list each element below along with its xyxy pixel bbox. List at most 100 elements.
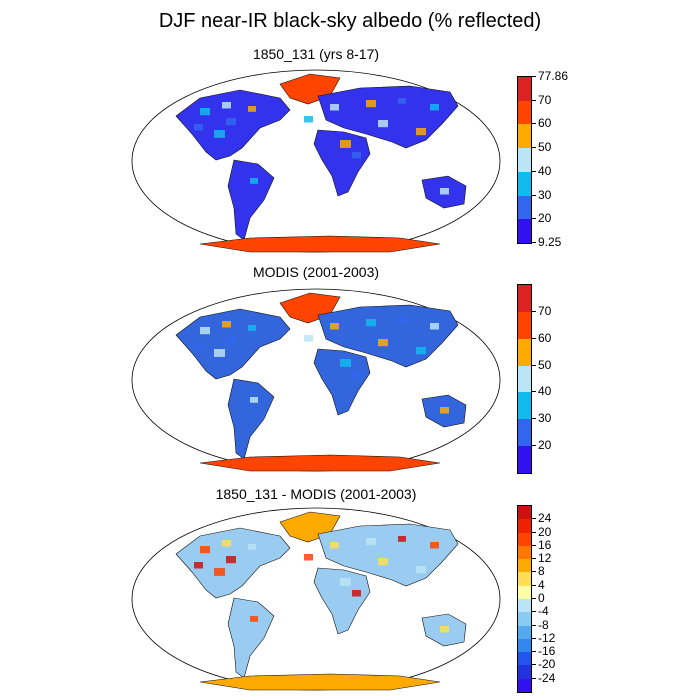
continent-south-america [227, 378, 275, 460]
albedo-cell [222, 102, 231, 109]
colorbar-model [517, 76, 532, 244]
colorbar-tick-label: 70 [531, 303, 552, 318]
albedo-cell [366, 100, 376, 108]
colorbar-segment [518, 100, 531, 125]
albedo-cell [330, 542, 339, 549]
continent-antarctica [199, 454, 441, 472]
colorbar-segment [518, 625, 531, 639]
colorbar-segment [518, 195, 531, 220]
continent-africa [313, 129, 371, 197]
colorbar-tick-label: -4 [532, 604, 549, 619]
albedo-cell [378, 339, 388, 347]
albedo-cell [398, 317, 406, 323]
albedo-cell [226, 556, 236, 564]
map-model-albedo [131, 69, 501, 253]
colorbar-tick-label: 50 [531, 140, 552, 155]
albedo-cell [226, 337, 236, 345]
colorbar-segment [518, 665, 531, 679]
colorbar-tick-label: 50 [531, 357, 552, 372]
continent-africa [313, 348, 371, 416]
colorbar-tick-label: 40 [531, 163, 552, 178]
colorbar-tick-label: 20 [531, 211, 552, 226]
albedo-cell [214, 568, 225, 576]
albedo-cell [340, 578, 351, 586]
colorbar-tick-label: 12 [531, 551, 552, 566]
colorbar-tick-label: 4 [532, 577, 545, 592]
map-modis-albedo [131, 288, 501, 472]
albedo-cell [250, 178, 258, 184]
albedo-cell [194, 562, 203, 569]
albedo-cell [250, 397, 258, 403]
albedo-cell [430, 542, 439, 549]
colorbar-segment [518, 311, 531, 339]
albedo-cell [352, 152, 361, 159]
continent-africa [313, 567, 371, 635]
colorbar-tick-label: -12 [531, 630, 556, 645]
colorbar-segment [518, 599, 531, 613]
albedo-cell [194, 343, 203, 350]
colorbar-segment [518, 545, 531, 560]
albedo-cell [304, 554, 313, 561]
albedo-cell [416, 566, 426, 574]
albedo-cell [330, 323, 339, 330]
albedo-cell [226, 118, 236, 126]
albedo-cell [352, 371, 361, 378]
continent-south-america [227, 159, 275, 241]
colorbar-segment [518, 171, 531, 196]
albedo-cell [248, 325, 256, 331]
colorbar-tick-label: -16 [531, 644, 556, 659]
albedo-cell [222, 540, 231, 547]
albedo-cell [222, 321, 231, 328]
albedo-cell [366, 319, 376, 327]
albedo-cell [200, 546, 210, 554]
albedo-cell [366, 538, 376, 546]
colorbar-segment [518, 652, 531, 666]
albedo-cell [214, 130, 225, 138]
colorbar-tick-label: 8 [532, 564, 545, 579]
albedo-cell [398, 536, 406, 542]
albedo-cell [378, 120, 388, 128]
albedo-cell [440, 188, 449, 195]
colorbar-segment [518, 219, 531, 243]
albedo-cell [440, 407, 449, 414]
albedo-cell [304, 335, 313, 342]
colorbar-modis [517, 284, 532, 474]
colorbar-segment [518, 365, 531, 393]
colorbar-tick-label: 16 [531, 537, 552, 552]
continent-antarctica [199, 673, 441, 691]
albedo-cell [250, 616, 258, 622]
colorbar-segment [518, 284, 531, 312]
colorbar-tick-label: 30 [531, 411, 552, 426]
panel-title-difference: 1850_131 - MODIS (2001-2003) [215, 486, 417, 502]
colorbar-tick-label: 60 [531, 330, 552, 345]
albedo-cell [340, 359, 351, 367]
albedo-cell [340, 140, 351, 148]
colorbar-segment [518, 124, 531, 149]
colorbar-segment [518, 519, 531, 533]
colorbar-segment [518, 76, 531, 101]
colorbar-segment [518, 419, 531, 447]
colorbar-segment [518, 392, 531, 420]
colorbar-segment [518, 612, 531, 626]
colorbar-segment [518, 532, 531, 546]
colorbar-tick-label: -24 [531, 670, 556, 685]
albedo-cell [378, 558, 388, 566]
albedo-cell [248, 544, 256, 550]
colorbar-tick-label: 0 [532, 591, 545, 605]
colorbar-tick-label: 20 [531, 438, 552, 453]
albedo-cell [440, 626, 449, 633]
colorbar-tick-label: 24 [531, 511, 552, 526]
colorbar-tick-label: 30 [531, 187, 552, 202]
albedo-cell [200, 108, 210, 116]
colorbar-segment [518, 148, 531, 172]
albedo-cell [194, 124, 203, 131]
albedo-cell [352, 590, 361, 597]
colorbar-tick-label: 70 [531, 92, 552, 107]
albedo-cell [416, 347, 426, 355]
colorbar-tick-label: 60 [531, 116, 552, 131]
panel-title-modis: MODIS (2001-2003) [252, 264, 380, 280]
colorbar-segment [518, 638, 531, 653]
colorbar-segment [518, 506, 531, 520]
colorbar-segment [518, 559, 531, 573]
colorbar-tick-label: -20 [531, 657, 556, 672]
